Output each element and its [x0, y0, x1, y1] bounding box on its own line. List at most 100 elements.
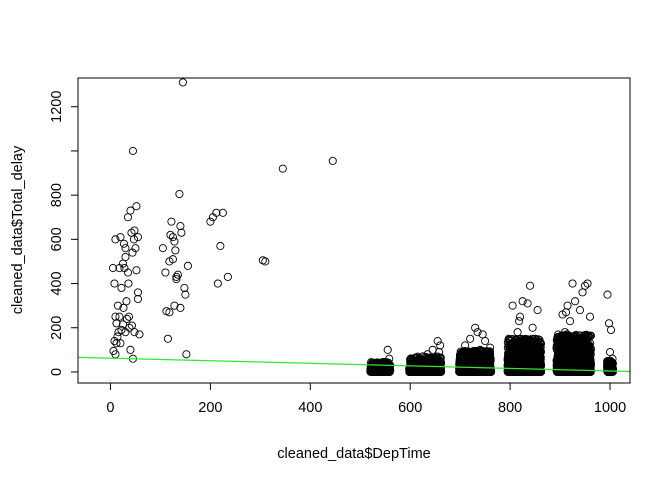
data-point: [421, 363, 430, 372]
data-point: [171, 246, 180, 255]
data-point: [127, 321, 136, 330]
data-point: [560, 367, 569, 376]
data-point: [534, 367, 543, 376]
y-axis: 0 200 400 600 800 1200: [49, 91, 79, 376]
data-point: [132, 202, 141, 211]
data-point: [163, 334, 172, 343]
data-point: [130, 226, 139, 235]
y-tick-label: 1200: [49, 91, 65, 123]
data-point: [514, 357, 523, 366]
data-point: [556, 345, 565, 354]
data-point: [512, 346, 521, 355]
data-point: [124, 312, 133, 321]
data-point: [603, 290, 612, 299]
data-point: [521, 341, 530, 350]
data-point: [536, 349, 545, 358]
data-point: [485, 362, 494, 371]
x-tick-label: 400: [298, 400, 322, 416]
x-tick-label: 600: [398, 400, 422, 416]
data-point: [512, 345, 522, 354]
data-point: [377, 359, 386, 368]
data-point: [566, 317, 575, 326]
data-point: [465, 354, 474, 363]
data-point: [606, 365, 615, 374]
data-point: [418, 352, 427, 361]
data-point: [586, 339, 595, 348]
data-point: [117, 283, 126, 293]
x-axis-label: cleaned_data$DepTime: [277, 446, 430, 462]
data-point: [165, 308, 174, 317]
data-point: [135, 330, 144, 339]
data-point: [123, 268, 132, 277]
y-tick-label: 600: [49, 227, 65, 251]
data-point: [110, 279, 119, 288]
data-point: [583, 341, 592, 350]
data-point: [481, 336, 490, 346]
x-tick-label: 0: [106, 400, 114, 416]
data-point: [133, 233, 142, 242]
data-point: [473, 328, 482, 337]
data-point: [506, 350, 515, 359]
data-point: [435, 348, 444, 357]
data-point: [133, 294, 142, 304]
data-point: [526, 341, 535, 350]
data-point: [565, 341, 574, 351]
data-point: [121, 252, 130, 262]
data-point: [536, 367, 545, 376]
data-point: [128, 146, 137, 155]
data-point: [526, 281, 535, 290]
data-point: [565, 363, 574, 372]
data-point: [177, 228, 186, 237]
data-point: [111, 312, 120, 321]
data-point: [579, 334, 588, 343]
regression-layer: [77, 356, 631, 373]
data-point: [112, 339, 121, 348]
data-point: [584, 350, 594, 359]
data-point: [175, 189, 184, 199]
x-tick-label: 200: [198, 400, 222, 416]
data-point: [521, 336, 530, 345]
data-point: [406, 360, 415, 369]
data-point: [512, 363, 521, 372]
data-point: [385, 354, 394, 363]
data-point: [126, 345, 135, 354]
data-point: [122, 297, 131, 306]
data-point: [607, 357, 616, 367]
data-point: [477, 355, 486, 364]
data-point: [371, 360, 380, 369]
data-point: [579, 364, 589, 373]
data-point: [125, 323, 134, 332]
data-point: [522, 359, 531, 368]
data-point: [367, 367, 376, 376]
data-point: [436, 341, 445, 350]
data-point: [431, 354, 440, 363]
data-point: [380, 366, 389, 375]
data-point: [562, 308, 571, 317]
data-point: [585, 312, 595, 321]
data-point: [133, 288, 142, 297]
data-point: [528, 323, 537, 332]
data-point: [568, 279, 577, 288]
data-point: [530, 348, 539, 357]
data-point: [462, 364, 471, 373]
data-point: [433, 336, 442, 346]
data-point: [576, 306, 585, 315]
data-point: [459, 361, 468, 370]
data-point: [180, 283, 189, 293]
data-point: [606, 325, 616, 335]
data-point: [112, 319, 121, 328]
data-point: [128, 248, 137, 257]
x-tick-label: 1000: [594, 400, 626, 416]
data-point: [328, 156, 337, 165]
data-point: [483, 354, 492, 363]
data-point: [168, 233, 177, 242]
data-point: [115, 264, 124, 273]
data-point: [182, 350, 191, 359]
data-point: [116, 233, 125, 242]
data-point: [513, 328, 522, 337]
data-point: [118, 320, 128, 329]
data-point: [533, 306, 542, 315]
data-point: [423, 350, 432, 359]
data-point: [113, 332, 122, 341]
